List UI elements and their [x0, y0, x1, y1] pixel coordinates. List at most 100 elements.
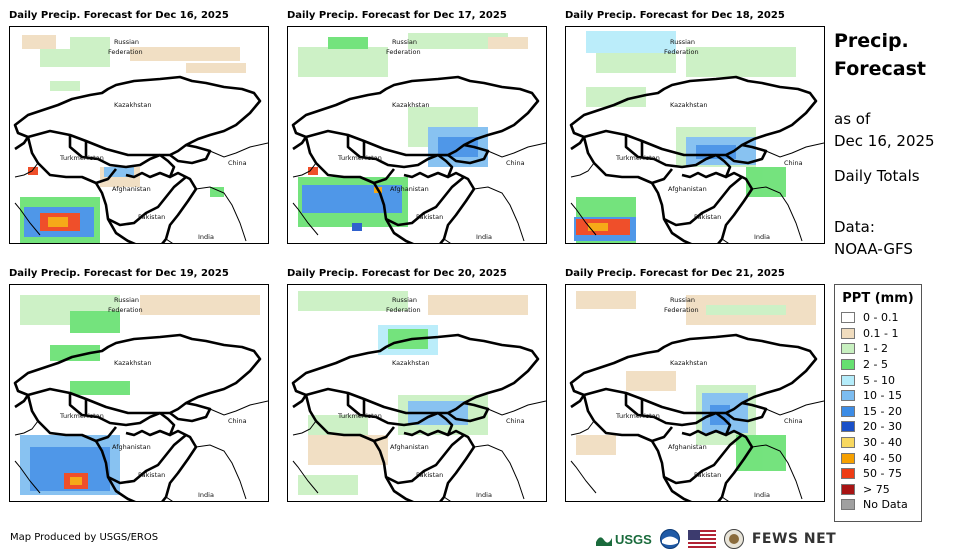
label-pakistan: Pakistan [694, 213, 721, 221]
legend-title: PPT (mm) [842, 291, 914, 306]
legend-swatch [841, 327, 855, 339]
legend-label: 2 - 5 [863, 358, 888, 372]
state-dept-seal-icon [723, 529, 744, 549]
legend-swatch [841, 437, 855, 449]
legend-swatch [841, 359, 855, 371]
panel-title: Daily Precip. Forecast for Dec 16, 2025 [9, 10, 229, 21]
legend-item: 20 - 30 [835, 419, 921, 435]
label-afghanistan: Afghanistan [390, 443, 429, 451]
legend-swatch [841, 390, 855, 402]
legend-item: 10 - 15 [835, 388, 921, 404]
legend-label: 15 - 20 [863, 404, 902, 418]
label-china: China [506, 417, 525, 425]
legend-item: > 75 [835, 482, 921, 498]
asof-label: as of [834, 110, 871, 128]
forecast-title-line1: Precip. [834, 30, 909, 52]
label-russia: Russian [392, 38, 417, 46]
forecast-title-line2: Forecast [834, 58, 926, 80]
label-pakistan: Pakistan [138, 213, 165, 221]
usgs-wave-icon [596, 537, 612, 546]
label-russia: Russian [114, 38, 139, 46]
label-kazakhstan: Kazakhstan [114, 101, 151, 109]
us-flag-icon [687, 530, 716, 548]
legend-item: 1 - 2 [835, 341, 921, 357]
label-turkmenistan: Turkmenistan [615, 154, 660, 162]
panel-title: Daily Precip. Forecast for Dec 17, 2025 [287, 10, 507, 21]
label-turkmenistan: Turkmenistan [337, 154, 382, 162]
legend-item: 15 - 20 [835, 404, 921, 420]
legend-label: 1 - 2 [863, 342, 888, 356]
label-russia: Russian [114, 296, 139, 304]
precip-map: Russian Federation Kazakhstan Turkmenist… [287, 284, 547, 502]
label-russia: Russian [392, 296, 417, 304]
label-afghanistan: Afghanistan [668, 185, 707, 193]
label-russia-2: Federation [386, 48, 421, 56]
label-china: China [506, 159, 525, 167]
label-afghanistan: Afghanistan [390, 185, 429, 193]
label-india: India [198, 491, 214, 499]
legend-item: 5 - 10 [835, 372, 921, 388]
label-turkmenistan: Turkmenistan [59, 412, 104, 420]
label-china: China [228, 159, 247, 167]
legend-swatch [841, 468, 855, 480]
asof-date: Dec 16, 2025 [834, 132, 935, 150]
legend-item: 0 - 0.1 [835, 310, 921, 326]
label-russia: Russian [670, 296, 695, 304]
label-afghanistan: Afghanistan [112, 185, 151, 193]
legend-swatch [841, 312, 855, 324]
legend-label: 5 - 10 [863, 373, 895, 387]
legend-swatch [841, 452, 855, 464]
usgs-text: USGS [615, 531, 652, 547]
precip-map: Russian Federation Kazakhstan Turkmenist… [565, 26, 825, 244]
label-russia-2: Federation [386, 306, 421, 314]
label-pakistan: Pakistan [416, 213, 443, 221]
legend-item: 0.1 - 1 [835, 326, 921, 342]
label-pakistan: Pakistan [694, 471, 721, 479]
label-kazakhstan: Kazakhstan [670, 101, 707, 109]
legend-label: 0 - 0.1 [863, 311, 899, 325]
usgs-logo: USGS [596, 532, 652, 547]
label-china: China [784, 159, 803, 167]
precip-map: Russian Federation Kazakhstan Turkmenist… [9, 284, 269, 502]
label-india: India [476, 491, 492, 499]
label-russia-2: Federation [664, 48, 699, 56]
legend-item: 40 - 50 [835, 450, 921, 466]
precip-map: Russian Federation Kazakhstan Turkmenist… [287, 26, 547, 244]
panel-title: Daily Precip. Forecast for Dec 19, 2025 [9, 268, 229, 279]
legend-label: > 75 [863, 482, 890, 496]
legend-item: 30 - 40 [835, 435, 921, 451]
legend-item: 2 - 5 [835, 357, 921, 373]
label-turkmenistan: Turkmenistan [337, 412, 382, 420]
label-turkmenistan: Turkmenistan [59, 154, 104, 162]
legend-label: 10 - 15 [863, 389, 902, 403]
panel-title: Daily Precip. Forecast for Dec 20, 2025 [287, 268, 507, 279]
label-russia-2: Federation [664, 306, 699, 314]
label-russia: Russian [670, 38, 695, 46]
label-india: India [754, 491, 770, 499]
label-kazakhstan: Kazakhstan [392, 101, 429, 109]
footer-credit: Map Produced by USGS/EROS [10, 532, 159, 543]
noaa-logo-icon [659, 529, 680, 549]
panel-title: Daily Precip. Forecast for Dec 21, 2025 [565, 268, 785, 279]
label-afghanistan: Afghanistan [668, 443, 707, 451]
legend-label: 20 - 30 [863, 420, 902, 434]
daily-totals: Daily Totals [834, 167, 920, 185]
label-kazakhstan: Kazakhstan [392, 359, 429, 367]
legend-swatch [841, 499, 855, 511]
legend-swatch [841, 405, 855, 417]
label-turkmenistan: Turkmenistan [615, 412, 660, 420]
legend-label: 0.1 - 1 [863, 326, 899, 340]
precip-map: Russian Federation Kazakhstan Turkmenist… [565, 284, 825, 502]
legend-swatch [841, 483, 855, 495]
label-india: India [754, 233, 770, 241]
legend-label: 50 - 75 [863, 467, 902, 481]
legend-swatch [841, 421, 855, 433]
label-china: China [228, 417, 247, 425]
label-russia-2: Federation [108, 306, 143, 314]
label-pakistan: Pakistan [138, 471, 165, 479]
legend-item: No Data [835, 497, 921, 513]
label-india: India [476, 233, 492, 241]
panel-title: Daily Precip. Forecast for Dec 18, 2025 [565, 10, 785, 21]
label-pakistan: Pakistan [416, 471, 443, 479]
